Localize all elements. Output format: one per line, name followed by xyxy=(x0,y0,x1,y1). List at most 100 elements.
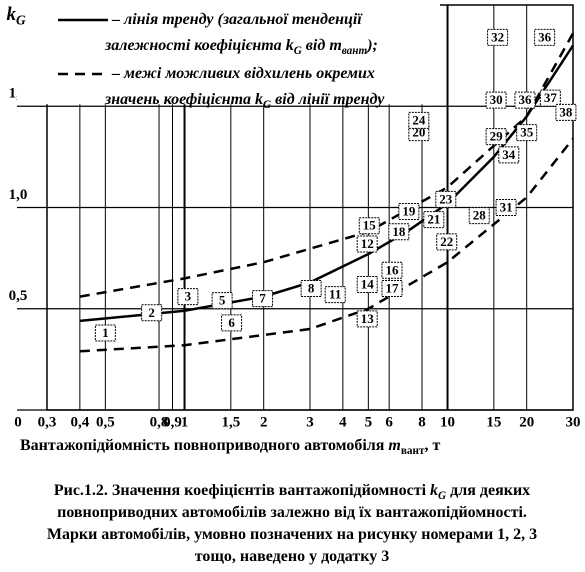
point-marker xyxy=(141,304,163,322)
x-tick-label: 1,5 xyxy=(221,414,240,430)
point-label: 15 xyxy=(363,218,377,233)
point-marker xyxy=(356,235,378,253)
x-tick-label: 4 xyxy=(339,414,347,430)
text-part: значень коефіцієнта xyxy=(104,91,255,108)
point-marker xyxy=(498,146,520,164)
point-marker xyxy=(358,217,380,235)
text-part: k xyxy=(255,91,263,108)
text-part: m xyxy=(329,37,341,54)
point-marker xyxy=(435,190,457,208)
text-part: G xyxy=(263,98,271,110)
point-label: 5 xyxy=(219,293,226,308)
point-marker xyxy=(423,211,445,229)
x-tick-label: 0,3 xyxy=(38,414,57,430)
text-part: m xyxy=(388,437,400,454)
text-part: – межі можливих відхилень окремих xyxy=(111,65,375,82)
point-marker xyxy=(221,314,243,332)
x-tick-label: 2 xyxy=(260,414,268,430)
point-label: 23 xyxy=(439,191,453,206)
x-tick-label: 0,8 xyxy=(150,414,169,430)
text-part: k xyxy=(430,482,438,499)
point-label: 32 xyxy=(491,29,504,44)
x-tick-label: 0,5 xyxy=(96,414,115,430)
text-part: ); xyxy=(365,37,378,54)
caption: тощо, наведено у додатку 3 xyxy=(195,548,389,565)
legend-label: значень коефіцієнта kG від лінії тренду xyxy=(104,91,385,111)
point-label: 36 xyxy=(518,92,532,107)
text-part: тощо, наведено у додатку 3 xyxy=(195,548,389,565)
point-label: 21 xyxy=(427,212,440,227)
point-marker xyxy=(388,223,410,241)
point-label: 16 xyxy=(385,262,399,277)
point-marker xyxy=(300,280,322,297)
x-tick-label: 30 xyxy=(566,414,581,430)
text-part: k xyxy=(6,4,16,25)
text-part: G xyxy=(16,13,26,28)
point-marker xyxy=(177,288,199,306)
y-tick-label: 0,5 xyxy=(9,288,28,304)
point-label: 38 xyxy=(559,104,573,119)
text-part: залежності коефіцієнта xyxy=(104,37,286,54)
text-part: k xyxy=(286,37,294,54)
point-label: 6 xyxy=(228,315,235,330)
text-part: від xyxy=(302,37,330,54)
point-marker xyxy=(485,128,507,146)
text-part: від лінії тренду xyxy=(271,91,385,108)
text-part: вант xyxy=(401,444,425,456)
point-label: 35 xyxy=(520,125,534,140)
point-label: 22 xyxy=(440,234,453,249)
caption: повноприводних автомобілів залежно від ї… xyxy=(57,504,527,521)
y-tick-label: 1,0 xyxy=(9,187,28,203)
point-label: 1 xyxy=(102,325,109,340)
point-marker xyxy=(398,203,420,221)
text-part: Рис.1.2. Значення коефіцієнтів вантажопі… xyxy=(54,482,430,499)
text-part: , т xyxy=(424,437,440,454)
point-marker xyxy=(324,286,346,304)
text-part: – лінія тренду (загальної тенденції xyxy=(111,11,363,28)
point-marker xyxy=(436,233,458,251)
x-tick-label: 3 xyxy=(306,414,314,430)
point-marker xyxy=(356,275,378,293)
x-tick-label: 1 xyxy=(181,414,189,430)
text-part: Марки автомобілів, умовно позначених на … xyxy=(47,526,537,543)
point-marker xyxy=(94,324,116,342)
point-marker xyxy=(468,207,490,225)
text-part: G xyxy=(294,44,302,56)
point-marker xyxy=(485,91,507,109)
legend-label: залежності коефіцієнта kG від mвант); xyxy=(104,37,378,57)
text-part: G xyxy=(438,489,446,501)
point-marker xyxy=(211,292,233,310)
point-label: 3 xyxy=(185,289,192,304)
point-label: 36 xyxy=(538,29,552,44)
point-marker xyxy=(408,111,430,129)
point-label: 30 xyxy=(490,92,503,107)
x-tick-label: 8 xyxy=(418,414,426,430)
legend-box xyxy=(17,0,440,105)
point-marker xyxy=(487,28,509,46)
x-tick-label: 15 xyxy=(486,414,501,430)
point-label: 13 xyxy=(361,311,375,326)
point-label: 28 xyxy=(473,208,487,223)
legend-label: – лінія тренду (загальної тенденції xyxy=(111,11,363,28)
point-label: 24 xyxy=(412,112,426,127)
y-tick-label: 0 xyxy=(14,414,22,430)
point-marker xyxy=(252,290,274,308)
point-marker xyxy=(534,28,556,46)
point-label: 19 xyxy=(402,204,416,219)
point-marker xyxy=(356,310,378,328)
point-label: 2 xyxy=(148,305,155,320)
point-label: 12 xyxy=(361,236,374,251)
point-marker xyxy=(514,91,536,109)
point-marker xyxy=(495,199,517,216)
caption: Марки автомобілів, умовно позначених на … xyxy=(47,526,537,543)
x-tick-label: 0,9 xyxy=(163,414,182,430)
x-tick-label: 6 xyxy=(385,414,393,430)
x-tick-label: 20 xyxy=(519,414,534,430)
x-axis-title: Вантажопідйомність повноприводного автом… xyxy=(20,437,440,457)
point-label: 31 xyxy=(500,199,513,214)
point-label: 7 xyxy=(259,291,266,306)
point-marker xyxy=(381,280,403,297)
text-part: повноприводних автомобілів залежно від ї… xyxy=(57,504,527,521)
y-axis-title: kG xyxy=(6,4,26,27)
